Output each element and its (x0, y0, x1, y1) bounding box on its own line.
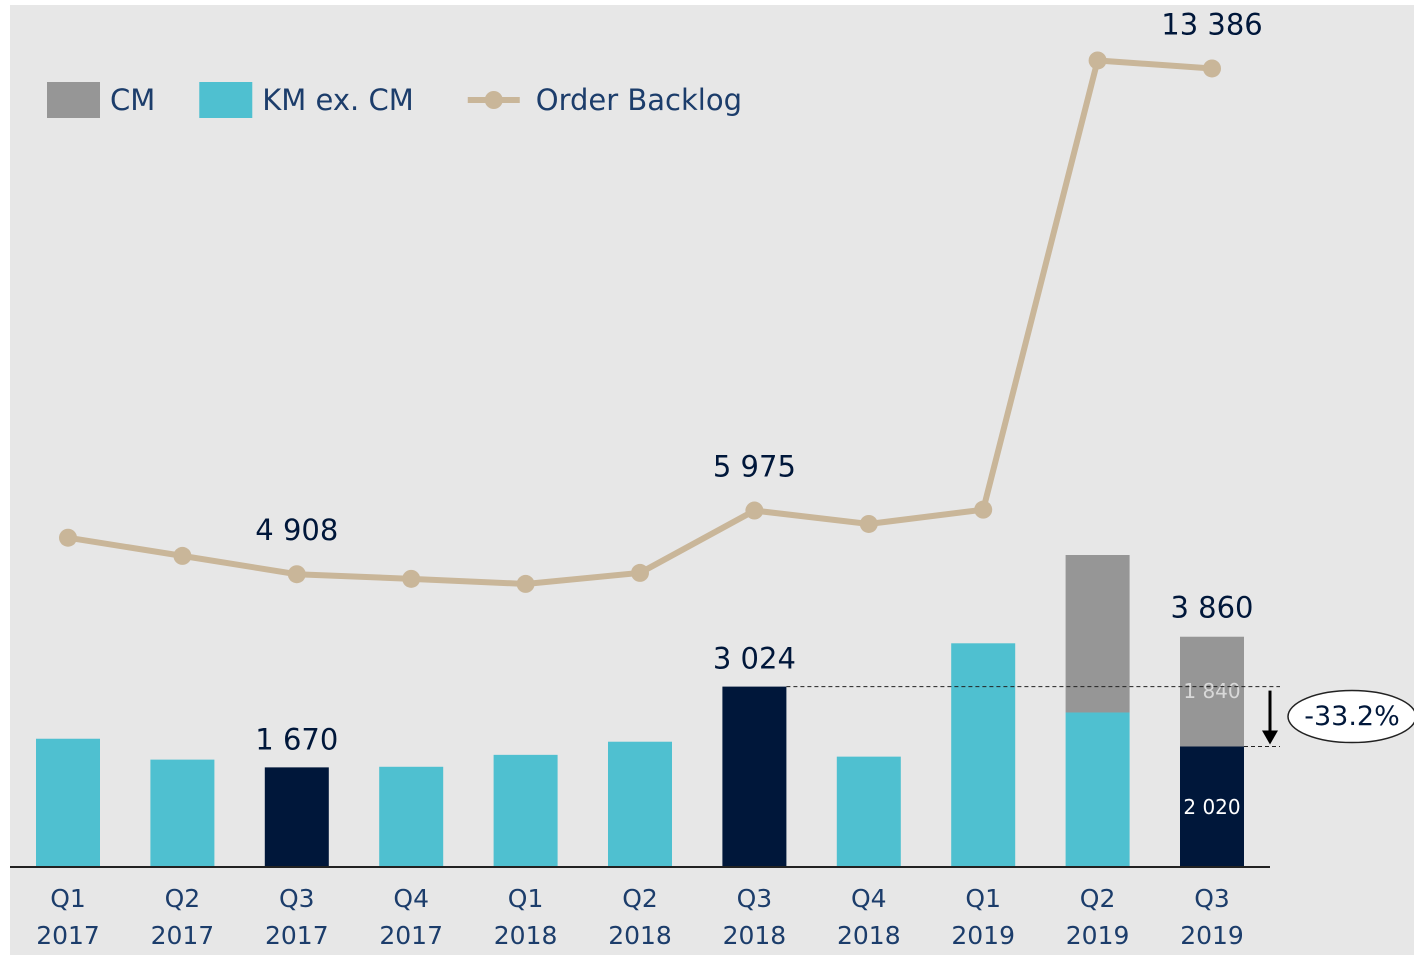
change-label: -33.2% (1304, 701, 1400, 732)
line-point (1088, 51, 1107, 70)
legend-label: KM ex. CM (262, 83, 413, 117)
bar (264, 767, 329, 867)
x-tick-label: Q4 2017 (379, 884, 443, 950)
bar (836, 756, 901, 867)
x-tick-label-line: Q4 (851, 884, 887, 913)
x-tick-label-line: Q2 (622, 884, 658, 913)
x-tick-label-line: 2017 (379, 921, 443, 950)
bar-value-label: 3 024 (713, 642, 796, 676)
x-tick-label: Q3 2018 (723, 884, 787, 950)
x-tick-label-line: 2019 (951, 921, 1015, 950)
x-tick-label-line: 2018 (723, 921, 787, 950)
x-tick-label-line: 2019 (1180, 921, 1244, 950)
legend-swatch (47, 82, 100, 118)
line-value-label: 5 975 (713, 450, 796, 484)
x-tick-label-line: Q2 (165, 884, 201, 913)
x-tick-label-line: Q1 (508, 884, 544, 913)
bar-value-label: 1 670 (255, 722, 338, 756)
x-tick-label: Q3 2019 (1180, 884, 1244, 950)
line-point (59, 528, 77, 547)
x-tick-label: Q4 2018 (837, 884, 901, 950)
x-tick-label-line: Q3 (1194, 884, 1230, 913)
change-bubble (1287, 689, 1414, 744)
bar (150, 759, 215, 867)
x-tick-label: Q3 2017 (265, 884, 329, 950)
x-tick-label-line: Q1 (50, 884, 86, 913)
x-tick-label-line: Q3 (737, 884, 773, 913)
x-tick-label: Q1 2019 (951, 884, 1015, 950)
bar-value-label: 1 840 (1183, 679, 1240, 703)
bar (1065, 712, 1130, 867)
line-point (974, 500, 993, 519)
x-tick-label-line: 2017 (265, 921, 329, 950)
line-point (516, 574, 535, 593)
legend-label: Order Backlog (536, 83, 742, 117)
legend-label: CM (110, 83, 155, 117)
line-value-label: 4 908 (255, 513, 338, 547)
bar (493, 754, 558, 867)
bar (36, 738, 100, 867)
bar (722, 686, 787, 867)
total-label: 3 860 (1170, 591, 1253, 625)
x-tick-label-line: 2019 (1066, 921, 1130, 950)
x-tick-label: Q2 2018 (608, 884, 672, 950)
bar (379, 766, 444, 867)
x-tick-label-line: 2017 (151, 921, 215, 950)
x-tick-label-line: Q4 (393, 884, 429, 913)
line-point (402, 569, 421, 588)
x-tick-label: Q1 2017 (36, 884, 100, 950)
change-arrow-head (1262, 730, 1278, 745)
bar (1180, 746, 1244, 867)
x-tick-label-line: 2018 (608, 921, 672, 950)
x-tick-label: Q2 2017 (151, 884, 215, 950)
x-tick-label-line: Q1 (965, 884, 1001, 913)
legend-swatch (199, 82, 253, 118)
legend-swatch (484, 91, 503, 109)
x-tick-label: Q1 2018 (494, 884, 558, 950)
x-tick-label-line: Q3 (279, 884, 315, 913)
x-tick-label-line: Q2 (1080, 884, 1116, 913)
line-point (1203, 59, 1221, 78)
bar (951, 643, 1016, 867)
bar (1180, 636, 1244, 747)
line-point (745, 501, 764, 520)
bar (1065, 555, 1130, 713)
x-tick-label: Q2 2019 (1066, 884, 1130, 950)
x-tick-label-line: 2017 (36, 921, 100, 950)
x-tick-label-line: 2018 (837, 921, 901, 950)
line-point (859, 514, 878, 533)
bar (608, 741, 672, 867)
line-value-label: 13 386 (1161, 7, 1262, 41)
bar-value-label: 2 020 (1183, 795, 1240, 819)
line-point (173, 546, 192, 565)
x-tick-label-line: 2018 (494, 921, 558, 950)
line-point (287, 565, 306, 584)
line-point (631, 563, 649, 582)
